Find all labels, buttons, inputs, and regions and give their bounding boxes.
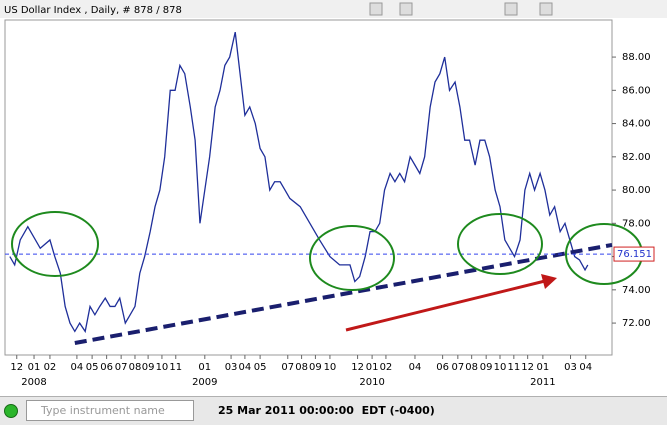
x-tick-label: 12 (10, 362, 23, 373)
x-tick-label: 03 (564, 362, 577, 373)
search-placeholder: Type instrument name (41, 404, 165, 417)
status-bar: Type instrument name 25 Mar 2011 00:00:0… (0, 396, 667, 425)
y-tick-label: 82.00 (622, 152, 651, 163)
x-tick-label: 08 (295, 362, 308, 373)
background (0, 0, 667, 396)
x-tick-label: 09 (309, 362, 322, 373)
x-tick-label: 01 (536, 362, 549, 373)
last-price-box (613, 246, 655, 262)
x-tick-label: 05 (254, 362, 267, 373)
x-tick-label: 07 (281, 362, 294, 373)
x-tick-label: 06 (436, 362, 449, 373)
x-tick-label: 07 (115, 362, 128, 373)
x-tick-label: 08 (465, 362, 478, 373)
x-tick-label: 06 (100, 362, 113, 373)
x-tick-label: 11 (169, 362, 182, 373)
x-tick-label: 02 (380, 362, 393, 373)
x-tick-label: 01 (28, 362, 41, 373)
datetime: 25 Mar 2011 00:00:00 EDT (-0400) (218, 404, 435, 417)
x-tick-label: 10 (324, 362, 337, 373)
year-label: 2010 (359, 377, 384, 388)
y-tick-label: 74.00 (622, 285, 651, 296)
toolbar-button[interactable] (399, 2, 413, 16)
x-tick-label: 12 (521, 362, 534, 373)
y-tick-label: 80.00 (622, 185, 651, 196)
trendline (74, 242, 613, 345)
year-label: 2011 (530, 377, 555, 388)
x-tick-label: 05 (86, 362, 99, 373)
chart-title: US Dollar Index , Daily, # 878 / 878 (4, 5, 182, 16)
x-tick-label: 08 (129, 362, 142, 373)
price-line (9, 31, 589, 334)
year-label: 2008 (21, 377, 46, 388)
arrow-head (541, 274, 557, 289)
plot-frame (4, 19, 613, 356)
x-tick-label: 07 (451, 362, 464, 373)
x-tick-label: 09 (480, 362, 493, 373)
x-tick-label: 09 (142, 362, 155, 373)
x-tick-label: 04 (579, 362, 592, 373)
y-tick-label: 84.00 (622, 119, 651, 130)
x-tick-label: 04 (71, 362, 84, 373)
x-tick-label: 10 (494, 362, 507, 373)
x-tick-label: 02 (44, 362, 57, 373)
x-tick-label: 04 (409, 362, 422, 373)
last-price-label: 76.151 (617, 249, 652, 260)
title-bar (0, 0, 667, 18)
year-label: 2009 (192, 377, 217, 388)
highlight-ellipse (457, 213, 543, 275)
x-tick-label: 11 (507, 362, 520, 373)
x-tick-label: 01 (366, 362, 379, 373)
highlight-ellipse (11, 211, 99, 277)
x-tick-label: 10 (156, 362, 169, 373)
status-indicator (4, 404, 18, 418)
highlight-ellipse (309, 225, 395, 291)
toolbar-button[interactable] (539, 2, 553, 16)
y-tick-label: 86.00 (622, 85, 651, 96)
toolbar-button[interactable] (369, 2, 383, 16)
y-tick-label: 88.00 (622, 52, 651, 63)
y-tick-label: 72.00 (622, 318, 651, 329)
toolbar-button[interactable] (504, 2, 518, 16)
x-tick-label: 12 (351, 362, 364, 373)
x-tick-label: 03 (225, 362, 238, 373)
chart: US Dollar Index , Daily, # 878 / 878 72.… (0, 0, 667, 396)
x-tick-label: 04 (239, 362, 252, 373)
x-tick-label: 01 (198, 362, 211, 373)
y-tick-label: 78.00 (622, 218, 651, 229)
annotation-arrow (345, 279, 546, 332)
search-box[interactable]: Type instrument name (26, 400, 194, 421)
